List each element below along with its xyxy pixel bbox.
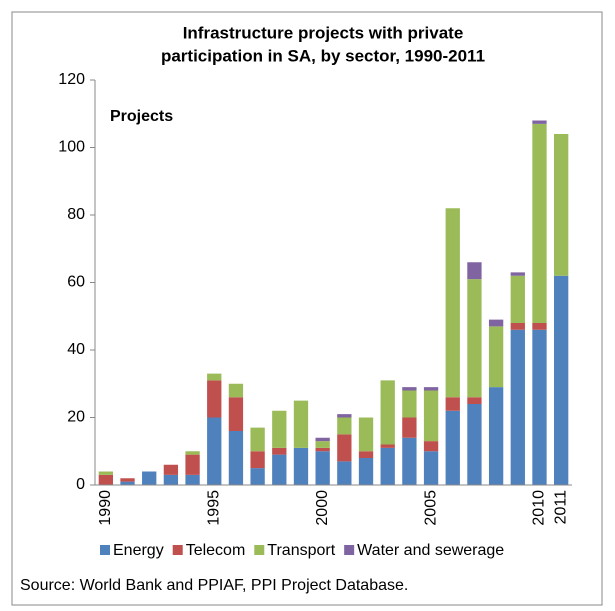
bar xyxy=(185,451,200,455)
bar xyxy=(207,380,222,418)
bar xyxy=(228,397,244,431)
chart-title: participation in SA, by sector, 1990-201… xyxy=(161,46,485,65)
bar xyxy=(467,279,482,398)
bar xyxy=(532,120,547,124)
bar xyxy=(423,387,439,391)
bar xyxy=(337,461,352,485)
bar xyxy=(445,410,460,485)
bar xyxy=(358,451,374,458)
bar xyxy=(467,262,482,280)
bar xyxy=(423,441,439,452)
bar xyxy=(532,123,547,323)
legend-label: Water and sewerage xyxy=(357,542,504,559)
bar xyxy=(315,441,330,448)
legend-label: Transport xyxy=(267,542,335,559)
legend-swatch xyxy=(172,545,183,555)
y-tick-label: 120 xyxy=(58,71,85,88)
bar xyxy=(337,434,352,462)
x-tick-label: 1990 xyxy=(97,490,114,526)
bar xyxy=(488,387,504,485)
legend-swatch xyxy=(344,545,355,555)
bar xyxy=(163,474,179,485)
bar xyxy=(445,208,460,398)
source-note: Source: World Bank and PPIAF, PPI Projec… xyxy=(20,577,408,594)
bar xyxy=(554,275,569,485)
bar xyxy=(207,417,222,485)
bar xyxy=(358,417,374,452)
y-tick-label: 20 xyxy=(67,409,85,426)
bar xyxy=(402,387,417,391)
bar xyxy=(510,275,525,323)
bar xyxy=(163,464,179,475)
bar xyxy=(402,417,417,438)
y-tick-label: 60 xyxy=(67,274,85,291)
bar xyxy=(315,447,330,452)
bar xyxy=(488,326,504,388)
x-tick-label: 2010 xyxy=(531,490,548,526)
bar xyxy=(207,373,222,381)
bar xyxy=(402,437,417,485)
bar xyxy=(315,451,330,485)
bar xyxy=(228,383,244,398)
x-tick-label: 1995 xyxy=(205,490,222,526)
bar xyxy=(272,454,287,485)
y-tick-label: 100 xyxy=(58,139,85,156)
bar xyxy=(337,417,352,435)
bar xyxy=(423,390,439,442)
legend-swatch xyxy=(254,545,265,555)
bar xyxy=(532,323,547,330)
bar xyxy=(142,471,157,485)
bar xyxy=(293,400,309,448)
bar xyxy=(250,427,265,452)
bar xyxy=(120,478,135,482)
bar xyxy=(532,329,547,485)
legend-label: Telecom xyxy=(186,542,246,559)
bar xyxy=(337,414,352,418)
bar xyxy=(315,437,330,442)
bar xyxy=(185,474,200,485)
bar xyxy=(467,397,482,404)
x-tick-label: 2000 xyxy=(314,490,331,526)
x-tick-label: 2005 xyxy=(422,490,439,526)
bar xyxy=(423,451,439,485)
bar xyxy=(467,404,482,485)
y-tick-label: 40 xyxy=(67,341,85,358)
bar xyxy=(380,380,395,445)
bar xyxy=(228,431,244,485)
y-tick-label: 80 xyxy=(67,206,85,223)
bar xyxy=(380,444,395,448)
bar xyxy=(250,468,265,485)
bar xyxy=(554,134,569,276)
bar xyxy=(272,447,287,455)
y-tick-label: 0 xyxy=(76,476,85,493)
bar xyxy=(510,272,525,276)
bar xyxy=(98,474,113,485)
bar xyxy=(445,397,460,411)
x-tick-label: 2011 xyxy=(552,490,569,525)
chart-border xyxy=(11,11,603,606)
legend-swatch xyxy=(100,545,110,555)
bar xyxy=(510,329,525,485)
bar xyxy=(250,451,265,469)
bar xyxy=(380,447,395,485)
bar xyxy=(293,447,309,485)
legend-label: Energy xyxy=(113,542,164,559)
bar xyxy=(185,454,200,475)
bar xyxy=(358,458,374,485)
bar xyxy=(120,481,135,485)
bar xyxy=(272,410,287,448)
bar xyxy=(98,471,113,475)
y-axis-label: Projects xyxy=(110,108,173,125)
bar xyxy=(510,323,525,330)
chart-title: Infrastructure projects with private xyxy=(183,23,464,42)
bar xyxy=(402,390,417,418)
bar xyxy=(488,319,504,327)
